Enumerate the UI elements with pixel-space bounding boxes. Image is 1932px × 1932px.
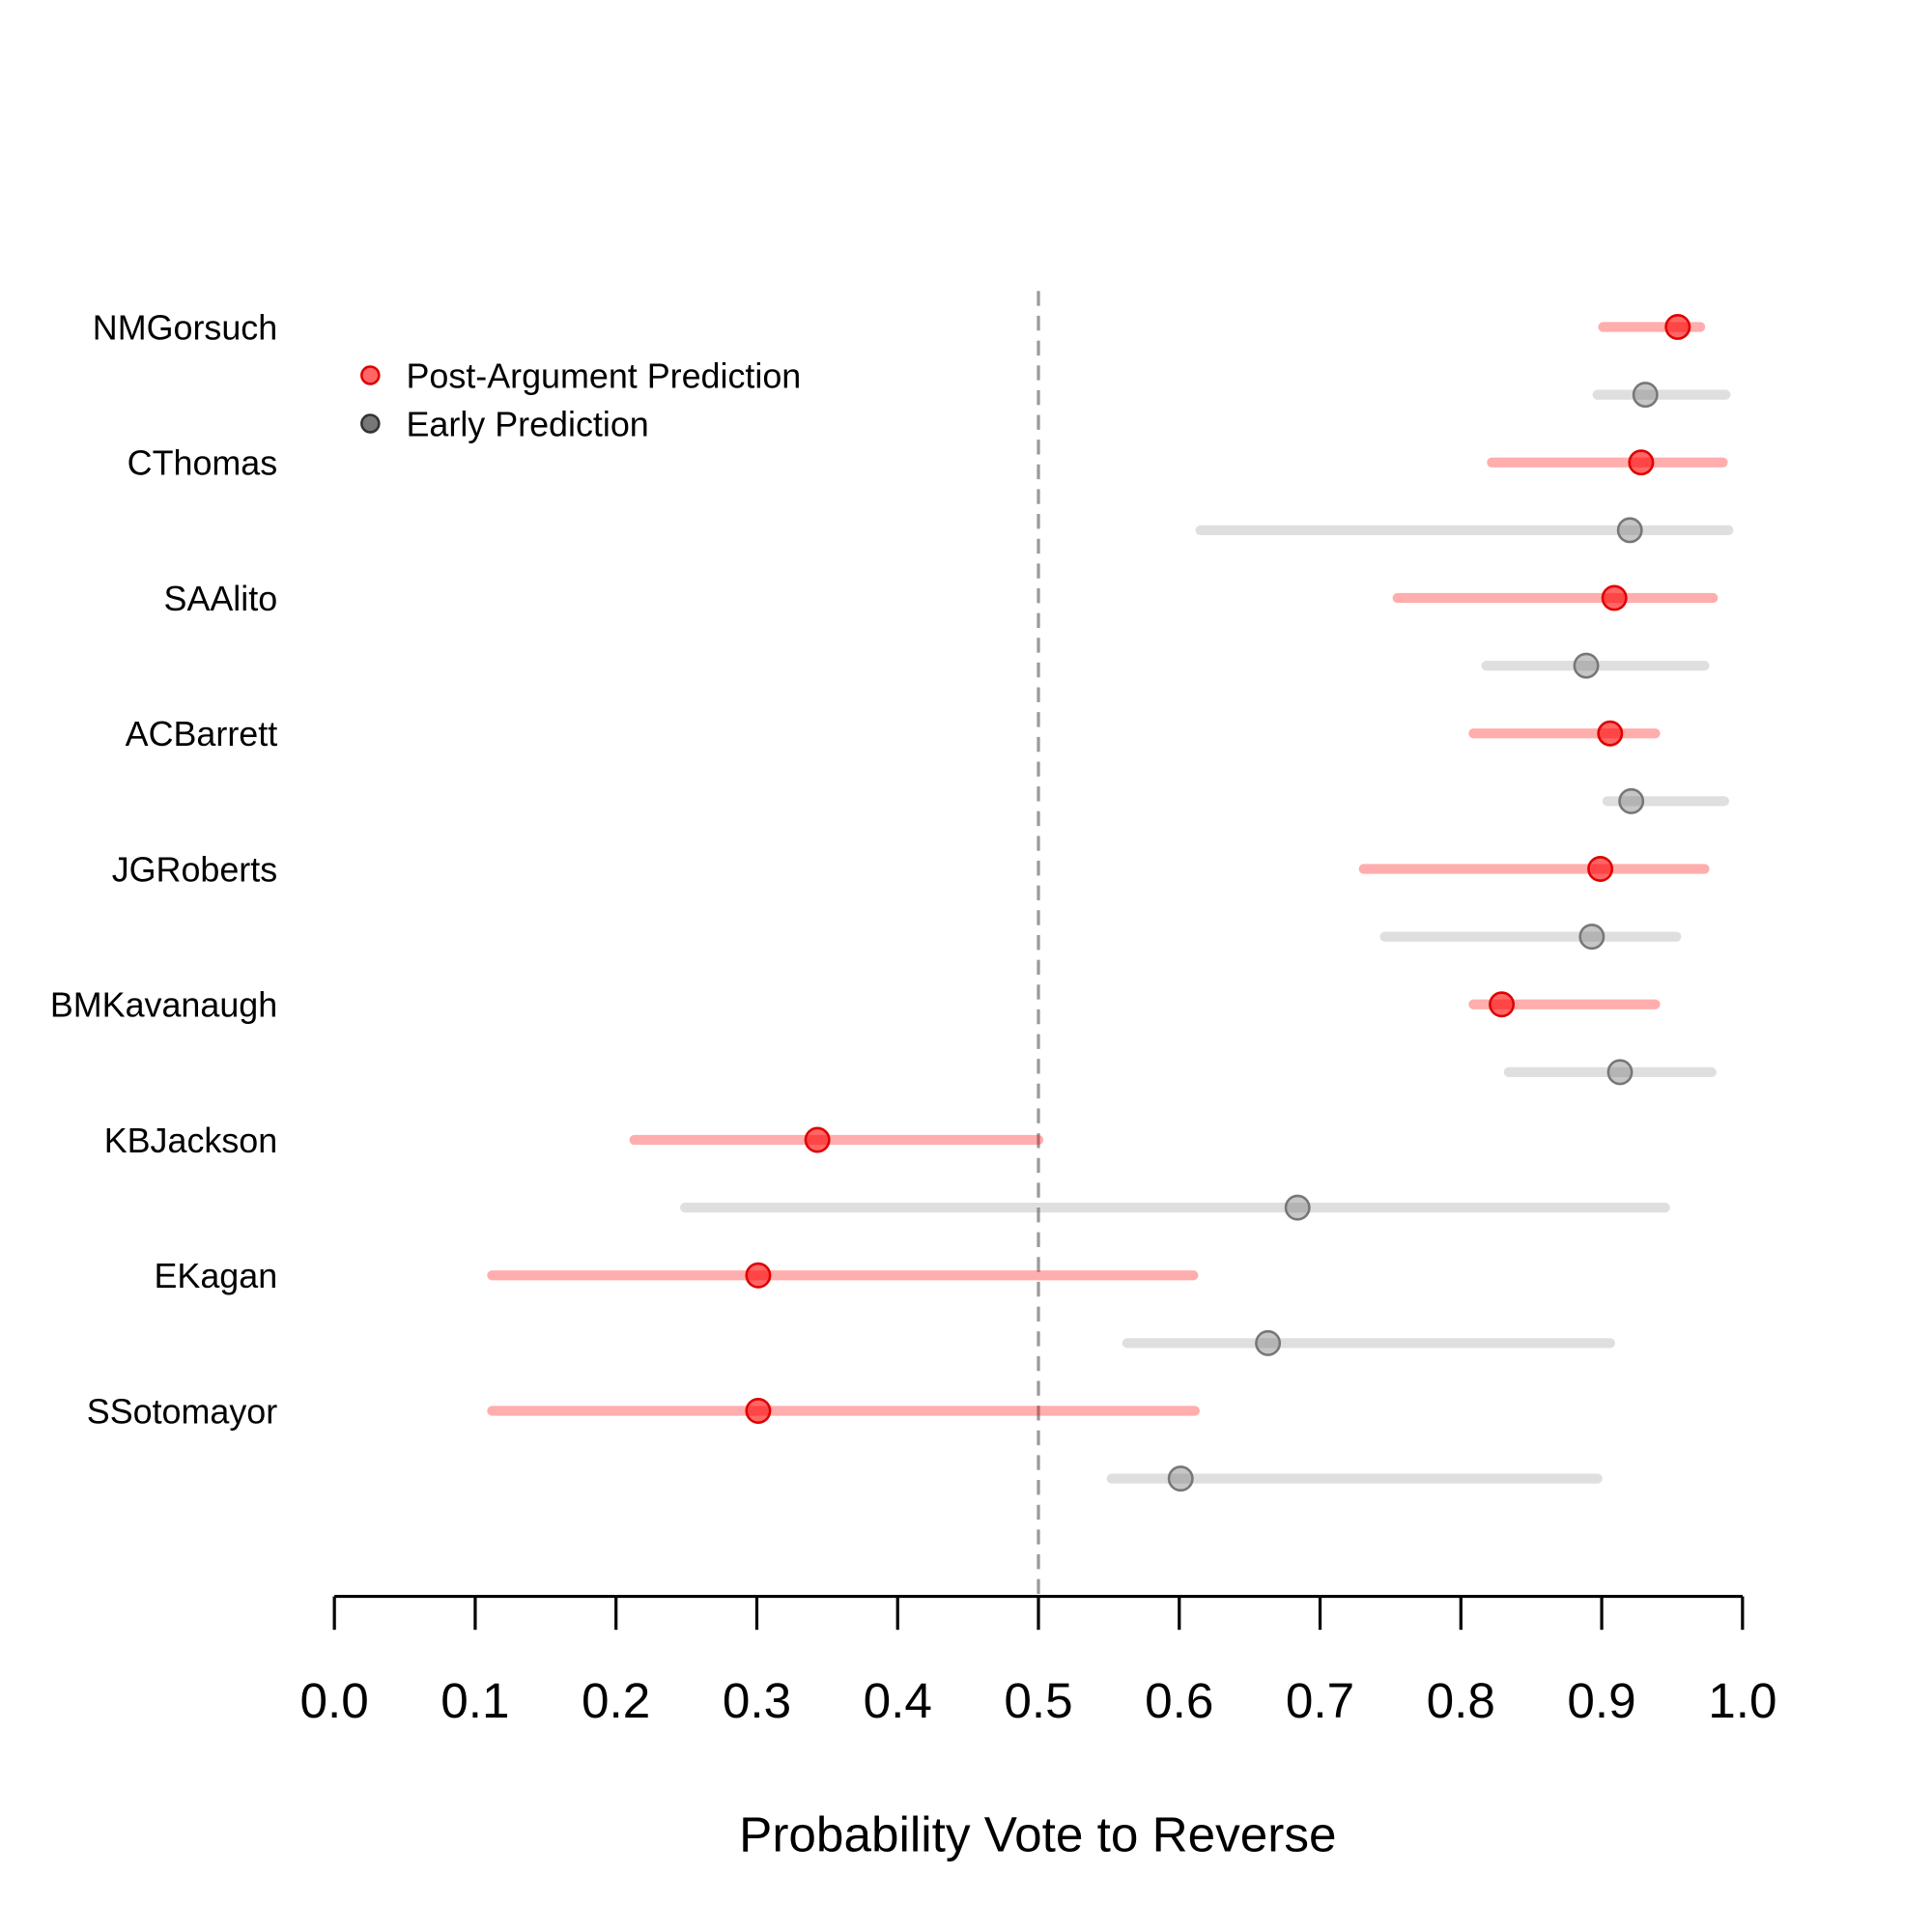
x-tick-label: 0.8 (1427, 1673, 1495, 1728)
legend: Post-Argument Prediction Early Predictio… (360, 356, 802, 443)
post-point (1489, 991, 1516, 1018)
justice-label: JGRoberts (112, 850, 277, 889)
x-tick-label: 0.9 (1567, 1673, 1635, 1728)
justice-label: ACBarrett (126, 715, 278, 753)
x-tick-label: 0.7 (1286, 1673, 1354, 1728)
justice-label: NMGorsuch (93, 308, 277, 347)
post-point (804, 1126, 831, 1153)
post-point (1587, 856, 1614, 882)
justice-label: CThomas (128, 444, 277, 483)
early-point (1606, 1059, 1634, 1086)
early-point (1573, 652, 1600, 679)
post-point (1597, 720, 1624, 747)
x-tick-label: 0.1 (440, 1673, 509, 1728)
x-tick-label: 0.0 (300, 1673, 369, 1728)
early-point (1255, 1329, 1282, 1356)
post-point (745, 1398, 772, 1424)
legend-marker-early (360, 413, 381, 434)
justice-label: BMKavanaugh (50, 986, 277, 1025)
justice-label: SSotomayor (87, 1392, 277, 1431)
x-axis-label: Probability Vote to Reverse (739, 1807, 1336, 1862)
early-point (1167, 1465, 1194, 1492)
x-tick-label: 0.5 (1004, 1673, 1072, 1728)
early-point (1616, 517, 1643, 544)
early-point (1632, 382, 1659, 409)
early-point (1578, 923, 1605, 951)
x-tick-label: 0.6 (1145, 1673, 1213, 1728)
post-point (745, 1262, 772, 1289)
x-tick-label: 1.0 (1708, 1673, 1776, 1728)
early-point (1284, 1194, 1311, 1221)
x-tick-label: 0.2 (582, 1673, 650, 1728)
justice-label: EKagan (155, 1257, 278, 1295)
post-point (1664, 314, 1691, 340)
legend-label-post: Post-Argument Prediction (407, 356, 802, 395)
legend-label-early: Early Prediction (407, 405, 649, 443)
legend-marker-post (360, 365, 381, 385)
justice-label: KBJackson (104, 1122, 277, 1160)
x-tick-label: 0.3 (723, 1673, 791, 1728)
early-point (1618, 787, 1645, 814)
justice-label: SAAlito (164, 580, 278, 618)
post-point (1601, 584, 1628, 611)
post-point (1628, 449, 1655, 476)
x-tick-label: 0.4 (864, 1673, 932, 1728)
